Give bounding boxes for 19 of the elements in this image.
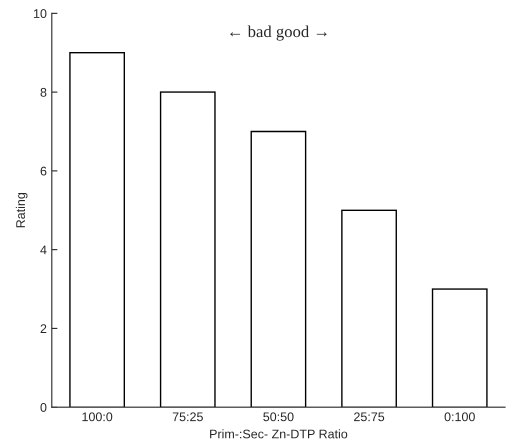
x-tick-label: 25:75 bbox=[354, 412, 384, 422]
bar bbox=[432, 288, 488, 408]
bar bbox=[250, 130, 306, 408]
bar bbox=[341, 210, 397, 408]
y-tick-label: 2 bbox=[40, 324, 46, 333]
y-tick-label: 4 bbox=[40, 246, 47, 254]
y-tick-label: 6 bbox=[40, 166, 46, 176]
bar bbox=[69, 52, 126, 408]
y-tick-label: 10 bbox=[34, 9, 46, 18]
y-tick-label: 0 bbox=[40, 402, 46, 412]
bar bbox=[160, 91, 216, 408]
y-tick-label: 8 bbox=[40, 88, 46, 97]
x-tick-label: 100:0 bbox=[82, 412, 112, 422]
x-tick-label: 75:25 bbox=[172, 412, 203, 422]
y-axis-title: Rating bbox=[16, 193, 28, 228]
x-axis-title: Prim-:Sec- Zn-DTP Ratio bbox=[210, 429, 348, 438]
x-tick-label: 0:100 bbox=[444, 412, 475, 422]
x-tick-label: 50:50 bbox=[263, 412, 294, 422]
annotation: ← bad good → bbox=[230, 25, 327, 41]
